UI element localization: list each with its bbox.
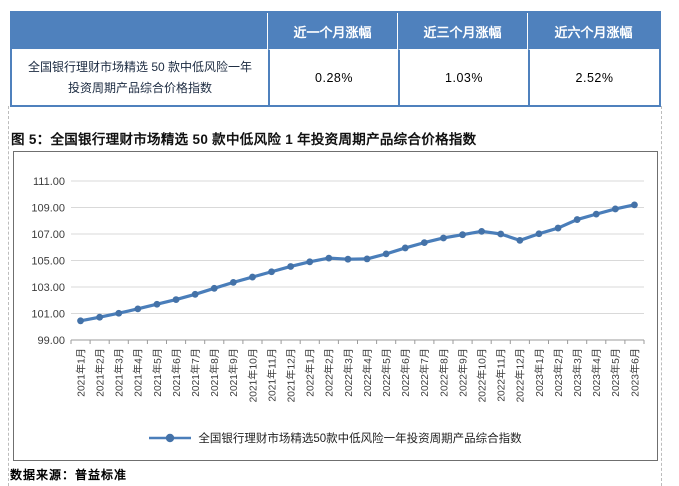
x-axis-label: 2021年11月 — [265, 348, 278, 402]
data-point-marker — [268, 268, 275, 276]
legend-label: 全国银行理财市场精选50款中低风险一年投资周期产品综合指数 — [198, 433, 522, 445]
x-axis-label: 2023年6月 — [628, 348, 641, 397]
data-point-marker — [516, 236, 524, 244]
table-header-1m-change: 近一个月涨幅 — [268, 13, 398, 49]
x-axis-label: 2021年7月 — [189, 348, 202, 397]
data-point-marker — [631, 201, 638, 209]
table-header-6m-change: 近六个月涨幅 — [528, 13, 659, 49]
data-point-marker — [77, 317, 84, 325]
x-axis-label: 2021年2月 — [93, 348, 106, 397]
data-point-marker — [134, 305, 142, 313]
x-axis-label: 2021年1月 — [74, 348, 87, 397]
x-axis-label: 2023年1月 — [533, 348, 546, 397]
data-point-marker — [172, 296, 180, 303]
data-point-marker — [344, 255, 352, 263]
x-axis-label: 2023年2月 — [552, 348, 565, 397]
x-axis-label: 2021年9月 — [227, 348, 240, 397]
table-header-3m-change: 近三个月涨幅 — [398, 13, 528, 49]
chart-container: 99.00 101.00 103.00 105.00 107.00 109.00 111.0… — [13, 151, 658, 461]
data-point-marker — [153, 300, 161, 308]
product-label-line2: 投资周期产品综合价格指数 — [67, 80, 212, 95]
x-axis-label: 2022年7月 — [418, 348, 431, 397]
data-point-marker — [229, 278, 237, 286]
page-break-guide-left — [8, 106, 9, 486]
x-axis-label: 2022年6月 — [399, 348, 412, 397]
product-label-cell: 全国银行理财市场精选 50 款中低风险一年 投资周期产品综合价格指数 — [12, 49, 268, 105]
x-axis-label: 2022年8月 — [437, 348, 450, 397]
data-point-marker — [420, 239, 428, 247]
data-point-marker — [401, 244, 409, 252]
y-axis-tick-label: 103.00 — [31, 282, 65, 294]
x-axis-label: 2022年5月 — [380, 348, 393, 397]
line-chart-svg: 99.00 101.00 103.00 105.00 107.00 109.00 111.0… — [31, 176, 645, 402]
data-point-marker — [611, 205, 619, 213]
x-axis-label: 2022年11月 — [495, 348, 508, 402]
x-axis-label: 2022年2月 — [323, 348, 336, 397]
y-axis-tick-label: 107.00 — [31, 229, 65, 241]
x-axis-label: 2021年8月 — [208, 348, 221, 397]
data-point-marker — [210, 284, 218, 292]
x-axis-label: 2023年5月 — [609, 348, 622, 397]
value-cell-1m: 0.28% — [268, 49, 398, 105]
y-axis-tick-label: 105.00 — [31, 256, 65, 268]
x-axis-label: 2022年9月 — [456, 348, 469, 397]
x-axis-label: 2022年12月 — [514, 348, 527, 402]
data-point-marker — [592, 210, 600, 218]
data-point-marker — [115, 309, 123, 317]
data-point-marker — [191, 290, 199, 298]
x-axis-label: 2021年4月 — [132, 348, 145, 397]
x-axis-label: 2021年6月 — [170, 348, 183, 397]
page-break-guide-right — [661, 106, 662, 486]
data-point-marker — [306, 258, 314, 266]
data-point-marker — [440, 234, 447, 242]
figure-title: 图 5：全国银行理财市场精选 50 款中低风险 1 年投资周期产品综合价格指数 — [11, 132, 477, 147]
x-axis-label: 2022年3月 — [342, 348, 355, 397]
y-axis-tick-label: 101.00 — [31, 309, 65, 321]
x-axis-label: 2023年4月 — [590, 348, 603, 397]
data-point-marker — [535, 230, 543, 238]
y-axis-tick-label: 109.00 — [31, 203, 65, 215]
y-axis-tick-label: 99.00 — [37, 335, 65, 347]
data-point-marker — [249, 273, 256, 281]
data-point-marker — [573, 216, 581, 223]
series-line — [78, 203, 637, 323]
x-axis-label: 2021年12月 — [284, 348, 297, 402]
data-point-marker — [287, 263, 295, 270]
x-axis-label: 2022年10月 — [475, 348, 488, 402]
summary-table: 近一个月涨幅 近三个月涨幅 近六个月涨幅 全国银行理财市场精选 50 款中低风险… — [10, 11, 661, 107]
data-point-marker — [554, 224, 562, 232]
legend-marker-icon — [149, 433, 192, 443]
data-point-marker — [478, 227, 486, 235]
data-point-marker — [382, 250, 390, 258]
chart-legend: 全国银行理财市场精选50款中低风险一年投资周期产品综合指数 — [14, 430, 657, 446]
value-cell-3m: 1.03% — [398, 49, 528, 105]
data-point-marker — [459, 231, 466, 239]
x-axis-label: 2022年4月 — [361, 348, 374, 397]
x-axis-label: 2022年1月 — [304, 348, 317, 397]
y-axis-tick-label: 111.00 — [33, 176, 65, 188]
data-point-marker — [497, 230, 505, 238]
product-label-line1: 全国银行理财市场精选 50 款中低风险一年 — [27, 59, 253, 74]
data-source-note: 数据来源：普益标准 — [10, 468, 128, 482]
value-cell-6m: 2.52% — [528, 49, 659, 105]
table-header-empty — [12, 13, 268, 49]
x-axis-label: 2021年10月 — [246, 348, 259, 402]
x-axis-label: 2021年5月 — [151, 348, 164, 397]
data-point-marker — [96, 313, 104, 321]
data-point-marker — [363, 255, 371, 263]
x-axis-label: 2021年3月 — [113, 348, 126, 397]
x-axis-label: 2023年3月 — [571, 348, 584, 397]
data-point-marker — [325, 254, 333, 262]
